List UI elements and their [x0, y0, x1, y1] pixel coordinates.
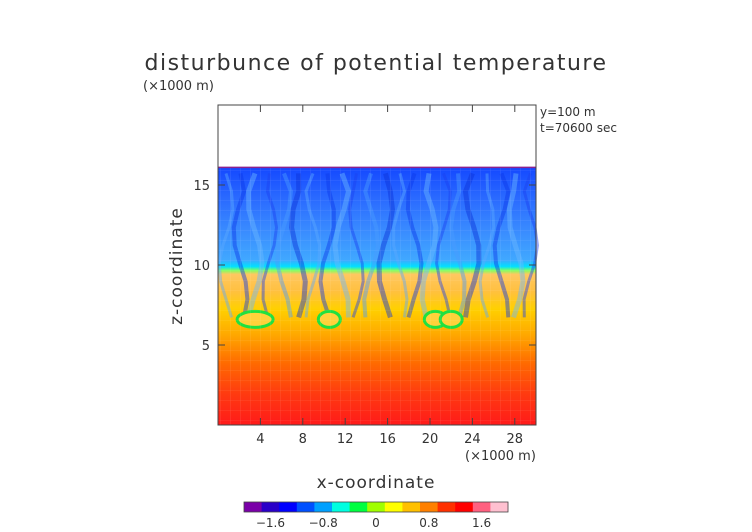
colorbar-tick-label: −0.8 [309, 516, 338, 530]
y-axis-label: z-coordinate [167, 207, 187, 325]
y-tick-label: 5 [202, 339, 210, 354]
x-tick-label: 8 [299, 432, 307, 447]
y-ticks: 5 10 15 [193, 179, 536, 354]
x-ticks: 4 8 12 16 20 24 28 [256, 105, 523, 447]
colorbar-swatch [279, 502, 298, 512]
colorbar-swatch [367, 502, 386, 512]
colorbar-swatch [261, 502, 280, 512]
x-unit-label: (×1000 m) [465, 449, 536, 464]
colorbar-frame [243, 501, 509, 513]
colorbar-swatch [472, 502, 491, 512]
colorbar-tick-label: 0 [372, 516, 380, 530]
x-tick-label: 28 [507, 432, 524, 447]
colorbar-swatch [332, 502, 351, 512]
y-tick-label: 10 [193, 259, 210, 274]
colorbar-swatch [455, 502, 474, 512]
x-tick-label: 16 [379, 432, 396, 447]
colorbar-swatch [244, 502, 263, 512]
colorbar-swatch [296, 502, 315, 512]
x-tick-label: 4 [256, 432, 264, 447]
colorbar-swatch [490, 502, 509, 512]
colorbar-swatch [437, 502, 456, 512]
chart-title: disturbunce of potential temperature [145, 51, 608, 76]
annotation-y: y=100 m [540, 105, 596, 119]
x-tick-label: 12 [337, 432, 354, 447]
colorbar-swatch [314, 502, 333, 512]
colorbar-swatch [384, 502, 403, 512]
annotation-t: t=70600 sec [540, 121, 617, 135]
plot-area [217, 104, 540, 426]
colorbar-tick-label: 1.6 [472, 516, 491, 530]
colorbar-swatch [420, 502, 439, 512]
y-tick-label: 15 [193, 179, 210, 194]
colorbar-swatch [349, 502, 368, 512]
x-axis-label: x-coordinate [317, 473, 436, 493]
y-unit-label: (×1000 m) [143, 79, 214, 94]
grid-overlay [218, 167, 536, 425]
x-tick-label: 24 [464, 432, 481, 447]
colorbar-tick-label: 0.8 [419, 516, 438, 530]
colorbar: −1.6 −0.8 0 0.8 1.6 [243, 501, 509, 530]
colorbar-swatch [402, 502, 421, 512]
x-tick-label: 20 [422, 432, 439, 447]
colorbar-tick-label: −1.6 [256, 516, 285, 530]
